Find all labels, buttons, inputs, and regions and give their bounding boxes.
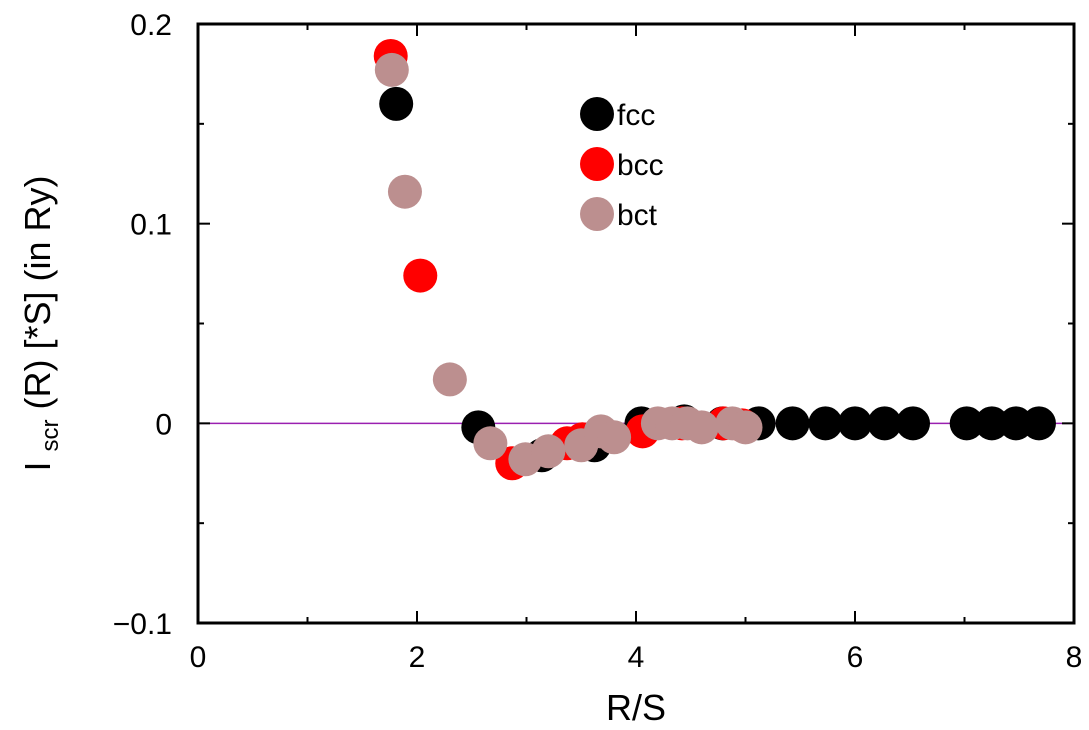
x-tick-label: 8 [1066, 641, 1083, 674]
data-point-bct [597, 420, 632, 455]
data-point-fcc [896, 406, 931, 441]
legend-marker-bct [580, 197, 614, 231]
x-axis-label: R/S [606, 687, 666, 728]
y-tick-label: 0.2 [130, 9, 172, 42]
data-point-fcc [838, 406, 872, 441]
legend-marker-fcc [580, 97, 614, 131]
data-points [373, 38, 1056, 481]
data-point-fcc [808, 406, 843, 441]
legend-label-bcc: bcc [617, 149, 664, 182]
data-point-bct [728, 410, 763, 445]
data-point-bcc [403, 258, 438, 293]
x-tick-label: 6 [847, 641, 864, 674]
y-axis-label-main: I [17, 462, 58, 472]
data-point-bct [387, 174, 422, 209]
legend: fcc bcc bct [580, 97, 664, 232]
data-point-fcc [1021, 406, 1056, 441]
data-point-bct [684, 410, 719, 445]
data-point-bct [531, 434, 566, 469]
legend-marker-bcc [580, 147, 614, 181]
x-tick-label: 0 [190, 641, 207, 674]
data-point-fcc [867, 406, 902, 441]
data-point-fcc [974, 406, 1009, 441]
y-tick-label: 0.1 [130, 209, 172, 242]
data-point-fcc [775, 406, 810, 441]
x-tick-label: 4 [628, 641, 645, 674]
data-point-fcc [949, 406, 984, 441]
data-point-fcc [379, 86, 414, 121]
y-axis-label-rest: (R) [*S] (in Ry) [17, 175, 58, 409]
data-point-bct [432, 362, 467, 397]
series-bct [374, 52, 763, 477]
x-tick-label: 2 [409, 641, 426, 674]
data-point-bct [374, 52, 409, 87]
y-axis-label-subscript: scr [37, 419, 64, 451]
legend-label-bct: bct [617, 199, 658, 232]
axis-labels: R/S I scr (R) [*S] (in Ry) [17, 175, 666, 728]
data-point-bct [473, 426, 508, 461]
y-tick-label: −0.1 [113, 608, 172, 641]
legend-label-fcc: fcc [617, 99, 655, 132]
y-tick-label: 0 [155, 408, 172, 441]
y-axis-label: I scr (R) [*S] (in Ry) [17, 175, 66, 471]
axis-ticks: 0 2 4 6 8 −0.1 0 0.1 0.2 [113, 9, 1083, 674]
